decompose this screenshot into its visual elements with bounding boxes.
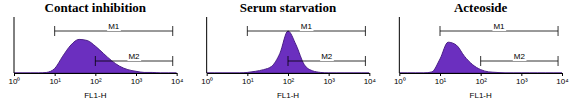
y-axis-line [399, 17, 400, 73]
x-tick: 10⁰ [201, 73, 213, 86]
x-tick: 10³ [131, 73, 143, 86]
gate: M2 [288, 52, 365, 66]
x-tick-label: 10³ [323, 77, 335, 86]
x-tick-label: 10³ [131, 77, 143, 86]
x-tick-mark [95, 73, 96, 76]
gate-label: M1 [108, 22, 120, 31]
x-axis: 10⁰ 10¹ 10² 10³ 10⁴ [201, 73, 376, 86]
gate: M1 [247, 22, 365, 36]
x-tick-label: 10² [475, 77, 487, 86]
x-tick-label: 10³ [516, 77, 528, 86]
x-tick-label: 10¹ [435, 77, 447, 86]
x-tick: 10⁴ [364, 73, 377, 86]
x-tick-label: 10⁰ [394, 77, 406, 86]
x-axis: 10⁰ 10¹ 10² 10³ 10⁴ [9, 73, 184, 86]
x-tick-label: 10⁰ [201, 77, 213, 86]
plot-area [207, 31, 370, 73]
plot-area [14, 39, 177, 73]
x-tick: 10¹ [49, 73, 61, 86]
x-axis-title: FL1-H [470, 91, 492, 100]
x-tick: 10¹ [242, 73, 254, 86]
plot-area [399, 42, 562, 73]
x-tick-mark [55, 73, 56, 76]
x-tick-label: 10⁴ [171, 77, 184, 86]
x-tick-label: 10¹ [242, 77, 254, 86]
gate-label-bg [300, 22, 314, 31]
gate-label-bg [320, 52, 334, 61]
gate-label: M1 [493, 22, 505, 31]
gate-label: M2 [321, 52, 333, 61]
gate-label-bg [107, 22, 121, 31]
y-axis-line [206, 17, 207, 73]
gate-label: M2 [128, 52, 140, 61]
x-tick-mark [14, 73, 15, 76]
panel-title: Contact inhibition [45, 0, 147, 15]
x-tick-mark [329, 73, 330, 76]
x-tick-mark [481, 73, 482, 76]
x-tick: 10⁰ [9, 73, 21, 86]
x-tick: 10⁴ [171, 73, 184, 86]
x-tick: 10⁰ [394, 73, 406, 86]
histogram [207, 31, 370, 73]
panel: Acteoside 10⁰ 10¹ 10² 10³ 10⁴ FL1-H M1 M2 [394, 0, 569, 100]
x-tick-mark [177, 73, 178, 76]
panel-title: Serum starvation [240, 0, 337, 15]
gate-label: M2 [514, 52, 526, 61]
panel-title: Acteoside [454, 0, 508, 15]
x-axis: 10⁰ 10¹ 10² 10³ 10⁴ [394, 73, 569, 86]
x-tick-mark [136, 73, 137, 76]
panel: Contact inhibition 10⁰ 10¹ 10² 10³ 10⁴ FL1-H M1… [9, 0, 184, 100]
x-tick: 10⁴ [556, 73, 569, 86]
x-tick: 10³ [323, 73, 335, 86]
x-tick-label: 10⁰ [9, 77, 21, 86]
x-tick-mark [521, 73, 522, 76]
x-tick-mark [369, 73, 370, 76]
histogram [14, 39, 177, 73]
gate: M1 [55, 22, 173, 36]
x-tick-mark [288, 73, 289, 76]
x-tick-label: 10² [90, 77, 102, 86]
x-tick: 10³ [516, 73, 528, 86]
x-tick: 10² [475, 73, 487, 86]
y-axis-line [14, 17, 15, 73]
x-tick-mark [440, 73, 441, 76]
x-tick-label: 10⁴ [364, 77, 377, 86]
x-tick-label: 10¹ [49, 77, 61, 86]
panel: Serum starvation 10⁰ 10¹ 10² 10³ 10⁴ FL1-H M1 M2 [201, 0, 376, 100]
histogram [399, 42, 562, 73]
x-axis-title: FL1-H [84, 91, 106, 100]
x-tick-mark [562, 73, 563, 76]
gate-label: M1 [301, 22, 313, 31]
gate-label-bg [127, 52, 141, 61]
x-tick-mark [207, 73, 208, 76]
x-tick: 10² [90, 73, 102, 86]
x-tick: 10¹ [435, 73, 447, 86]
gate: M2 [95, 52, 172, 66]
gate-label-bg [513, 52, 527, 61]
x-tick-label: 10² [283, 77, 295, 86]
x-tick: 10² [283, 73, 295, 86]
x-tick-mark [399, 73, 400, 76]
gate: M1 [440, 22, 558, 36]
gate-label-bg [492, 22, 506, 31]
figure: Contact inhibition 10⁰ 10¹ 10² 10³ 10⁴ FL1-H M1… [0, 0, 578, 102]
x-tick-label: 10⁴ [556, 77, 569, 86]
x-tick-mark [247, 73, 248, 76]
x-axis-title: FL1-H [277, 91, 299, 100]
gate: M2 [481, 52, 558, 66]
